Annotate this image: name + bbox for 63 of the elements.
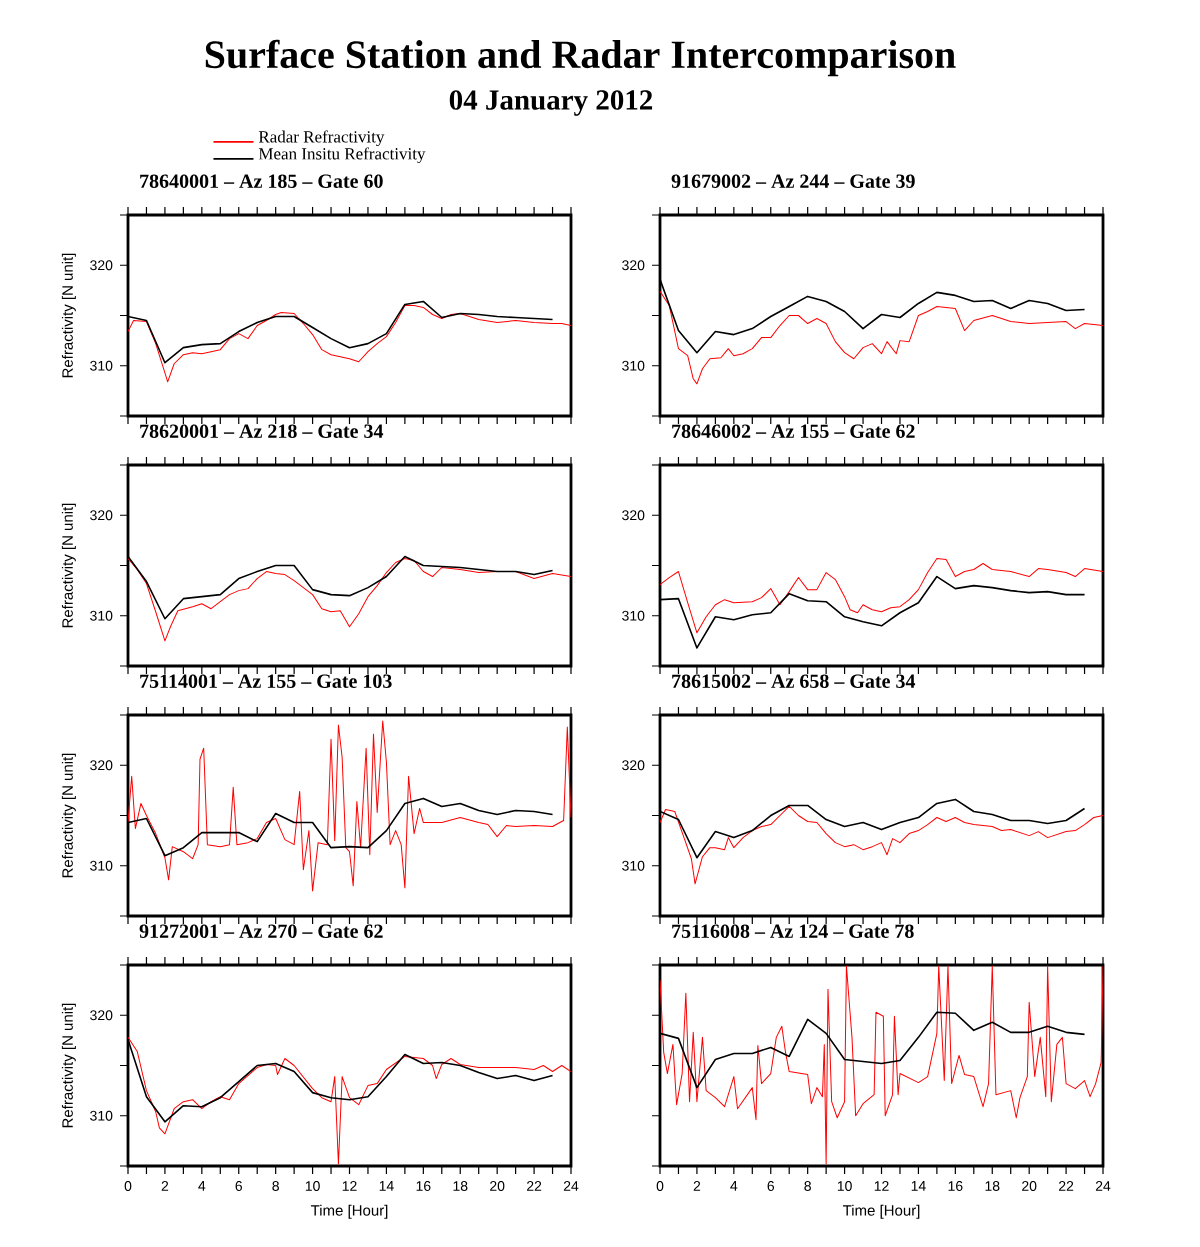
x-tick-label: 22 [1059, 1181, 1074, 1191]
text: 04 January 2012 [449, 90, 653, 116]
x-tick-label: 24 [1095, 1181, 1111, 1191]
y-axis-title: Refractivity [N unit] [61, 753, 76, 878]
chart-title: 78646002 – Az 155 – Gate 62 [672, 424, 915, 438]
y-tick-label: 320 [90, 1010, 113, 1021]
y-tick-label: 310 [622, 610, 645, 621]
line-series [128, 557, 571, 642]
x-tick-label: 12 [874, 1181, 889, 1191]
y-tick-label: 310 [90, 1110, 113, 1121]
x-tick-label: 2 [693, 1181, 701, 1191]
text: Surface Station and Radar Intercomparison [205, 39, 956, 77]
y-tick-label: 320 [90, 260, 113, 271]
x-tick-label: 18 [985, 1181, 1000, 1191]
x-tick-label: 14 [379, 1181, 394, 1191]
x-tick-label: 12 [342, 1181, 357, 1191]
y-tick-label: 320 [90, 510, 113, 521]
x-tick-label: 6 [235, 1181, 243, 1191]
chart-title: 91679002 – Az 244 – Gate 39 [671, 174, 915, 188]
y-tick-label: 310 [622, 360, 645, 371]
x-tick-label: 8 [272, 1181, 279, 1191]
chart-title: 78620001 – Az 218 – Gate 34 [140, 424, 384, 438]
x-tick-label: 18 [453, 1181, 468, 1191]
y-tick-label: 320 [622, 760, 645, 771]
y-tick-label: 310 [90, 860, 113, 871]
chart-title: 78640001 – Az 185 – Gate 60 [140, 174, 383, 188]
chart-title: 78615002 – Az 658 – Gate 34 [672, 674, 916, 688]
x-tick-label: 2 [161, 1181, 169, 1191]
y-tick-label: 310 [90, 360, 113, 371]
chart-title: 75114001 – Az 155 – Gate 103 [140, 674, 392, 688]
legend-label: Mean Insitu Refractivity [258, 147, 426, 164]
x-tick-label: 20 [1022, 1181, 1037, 1191]
x-tick-label: 8 [804, 1181, 811, 1191]
x-tick-label: 22 [526, 1181, 542, 1191]
y-tick-label: 310 [622, 860, 645, 871]
y-axis-title: Refractivity [N unit] [61, 503, 76, 628]
legend-label: Radar Refractivity [258, 130, 385, 147]
y-tick-label: 310 [90, 610, 113, 621]
chart-title: 75116008 – Az 124 – Gate 78 [672, 924, 914, 938]
y-tick-label: 320 [90, 760, 113, 771]
x-tick-label: 14 [911, 1181, 926, 1191]
x-tick-label: 0 [124, 1181, 132, 1191]
y-tick-label: 320 [622, 260, 645, 271]
x-tick-label: 16 [948, 1181, 963, 1191]
x-tick-label: 0 [656, 1181, 664, 1191]
line-series [128, 304, 571, 383]
y-tick-label: 320 [622, 510, 645, 521]
y-axis-title: Refractivity [N unit] [61, 253, 76, 378]
line-series [660, 805, 1104, 885]
x-tick-label: 4 [198, 1181, 206, 1191]
x-tick-label: 10 [305, 1181, 320, 1191]
chart-title: 91272001 – Az 270 – Gate 62 [139, 924, 383, 938]
line-series [660, 557, 1104, 634]
line-series [660, 290, 1104, 385]
x-axis-title: Time [Hour] [842, 1204, 920, 1219]
x-tick-label: 16 [416, 1181, 431, 1191]
x-tick-label: 6 [767, 1181, 775, 1191]
x-tick-label: 4 [730, 1181, 738, 1191]
x-axis-title: Time [Hour] [310, 1204, 388, 1219]
x-tick-label: 24 [563, 1181, 579, 1191]
x-tick-label: 10 [837, 1181, 852, 1191]
x-tick-label: 20 [490, 1181, 505, 1191]
y-axis-title: Refractivity [N unit] [61, 1003, 76, 1128]
